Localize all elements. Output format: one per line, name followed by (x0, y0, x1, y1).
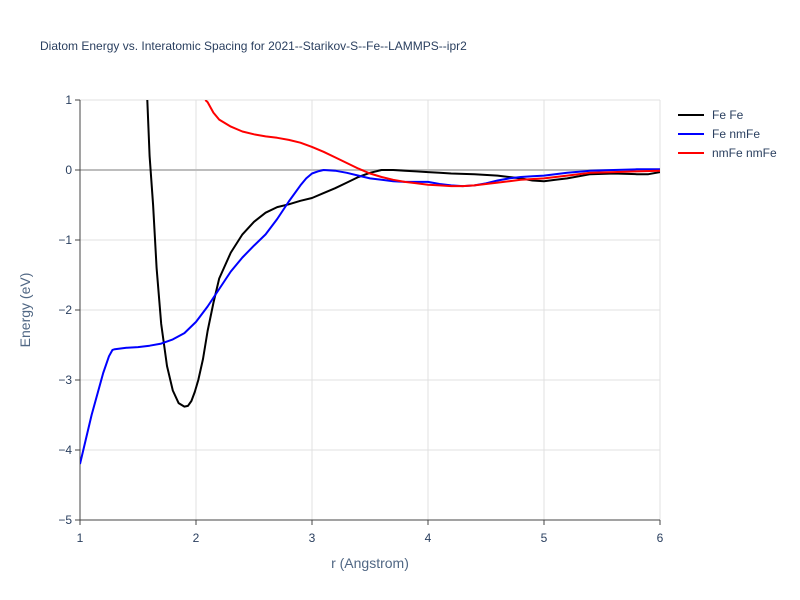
x-tick-label: 5 (541, 531, 548, 545)
y-tick-label: 0 (65, 163, 72, 177)
y-axis-title: Energy (eV) (17, 273, 33, 348)
x-tick-label: 4 (425, 531, 432, 545)
x-axis-title: r (Angstrom) (331, 555, 409, 571)
y-tick-label: −4 (58, 443, 72, 457)
chart-title: Diatom Energy vs. Interatomic Spacing fo… (40, 39, 467, 53)
x-tick-label: 1 (77, 531, 84, 545)
series-line-0 (146, 100, 660, 408)
legend-label: Fe nmFe (712, 127, 760, 141)
series-line-2 (204, 100, 660, 188)
x-tick-label: 6 (657, 531, 664, 545)
y-tick-label: −2 (58, 303, 72, 317)
y-tick-label: −1 (58, 233, 72, 247)
x-tick-label: 2 (193, 531, 200, 545)
plot-area (80, 100, 660, 465)
y-tick-label: −3 (58, 373, 72, 387)
y-tick-label: −5 (58, 513, 72, 527)
axes (75, 99, 661, 525)
x-tick-label: 3 (309, 531, 316, 545)
tick-labels: 1 2 3 4 5 6 −5 −4 −3 −2 −1 0 1 (58, 93, 663, 545)
y-tick-label: 1 (65, 93, 72, 107)
legend-label: Fe Fe (712, 108, 744, 122)
series-line-1 (80, 168, 660, 465)
legend: Fe Fe Fe nmFe nmFe nmFe (678, 108, 777, 160)
legend-label: nmFe nmFe (712, 146, 777, 160)
